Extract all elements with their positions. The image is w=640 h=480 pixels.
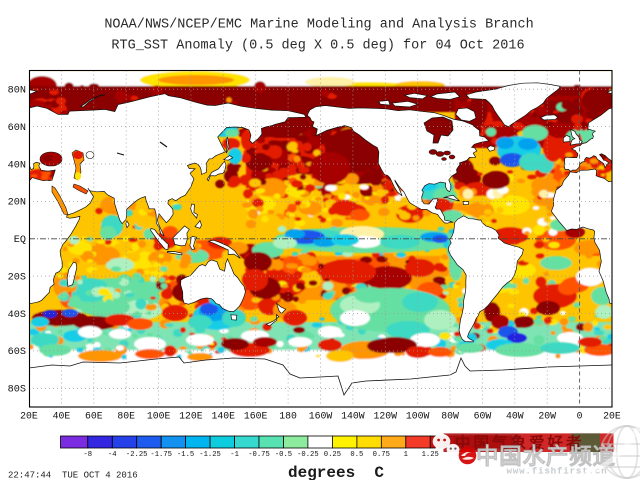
svg-text:degrees C: degrees C [288, 464, 384, 480]
svg-text:80S: 80S [8, 385, 26, 396]
svg-text:140E: 140E [212, 411, 236, 422]
svg-text:-2.25: -2.25 [126, 451, 148, 459]
svg-text:40E: 40E [53, 411, 71, 422]
svg-text:160E: 160E [244, 411, 268, 422]
svg-text:NOAA/NWS/NCEP/EMC Marine Model: NOAA/NWS/NCEP/EMC Marine Modeling and An… [104, 18, 533, 33]
svg-text:180: 180 [279, 411, 297, 422]
svg-text:60S: 60S [8, 347, 26, 358]
svg-text:0.75: 0.75 [373, 451, 390, 459]
svg-text:-1: -1 [230, 451, 239, 459]
svg-text:中国气象爱好者: 中国气象爱好者 [455, 433, 585, 453]
svg-text:0: 0 [577, 411, 583, 422]
svg-text:80E: 80E [117, 411, 135, 422]
svg-text:160W: 160W [309, 411, 333, 422]
svg-text:-0.75: -0.75 [248, 451, 270, 459]
svg-text:80W: 80W [441, 411, 459, 422]
svg-text:100E: 100E [147, 411, 171, 422]
svg-text:-1.5: -1.5 [177, 451, 194, 459]
svg-text:20E: 20E [603, 411, 621, 422]
svg-text:-0.25: -0.25 [297, 451, 319, 459]
svg-text:20W: 20W [538, 411, 556, 422]
svg-text:22:47:44 TUE OCT 4 2016: 22:47:44 TUE OCT 4 2016 [8, 471, 138, 480]
svg-text:1.25: 1.25 [422, 451, 439, 459]
svg-text:0.5: 0.5 [350, 451, 363, 459]
svg-text:-4: -4 [108, 451, 117, 459]
svg-text:-0.5: -0.5 [275, 451, 292, 459]
svg-text:-1.25: -1.25 [199, 451, 221, 459]
svg-text:中国水产频道: 中国水产频道 [476, 443, 616, 471]
svg-text:100W: 100W [406, 411, 430, 422]
svg-text:60W: 60W [474, 411, 492, 422]
svg-text:120E: 120E [179, 411, 203, 422]
svg-text:80N: 80N [8, 86, 26, 97]
svg-text:0.25: 0.25 [324, 451, 341, 459]
svg-text:EQ: EQ [14, 235, 26, 246]
svg-text:60E: 60E [85, 411, 103, 422]
svg-text:60N: 60N [8, 123, 26, 134]
svg-text:140W: 140W [341, 411, 365, 422]
svg-text:120W: 120W [374, 411, 398, 422]
svg-text:20N: 20N [8, 198, 26, 209]
svg-text:20S: 20S [8, 272, 26, 283]
svg-text:40S: 40S [8, 310, 26, 321]
svg-text:-1.75: -1.75 [150, 451, 172, 459]
svg-text:40W: 40W [506, 411, 524, 422]
svg-text:RTG_SST Anomaly (0.5 deg X 0.5: RTG_SST Anomaly (0.5 deg X 0.5 deg) for … [111, 39, 524, 54]
svg-text:www.fishfirst.cn: www.fishfirst.cn [506, 466, 607, 477]
svg-text:1: 1 [404, 451, 408, 459]
svg-text:20E: 20E [20, 411, 38, 422]
svg-text:40N: 40N [8, 160, 26, 171]
svg-text:-8: -8 [83, 451, 92, 459]
